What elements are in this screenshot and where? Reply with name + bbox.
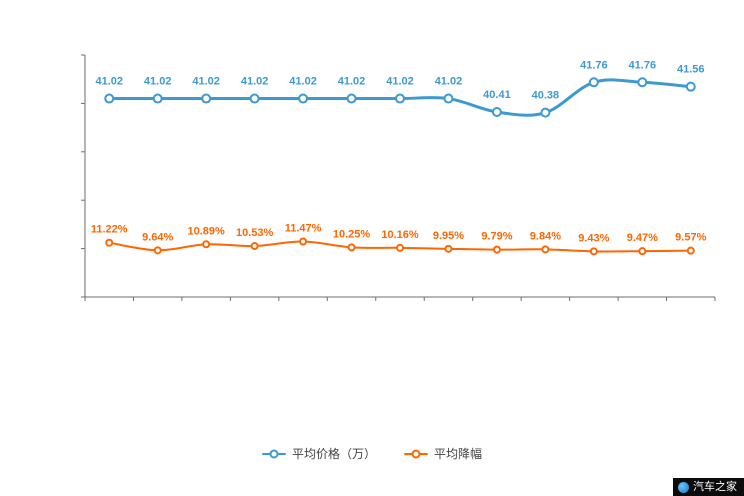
data-point-label: 41.02 bbox=[95, 76, 123, 88]
data-point-label: 10.53% bbox=[236, 227, 274, 239]
legend-item-average-discount[interactable]: 平均降幅 bbox=[404, 447, 482, 461]
legend-label-average-discount: 平均降幅 bbox=[434, 447, 483, 461]
data-point-label: 11.47% bbox=[285, 222, 322, 234]
data-point-label: 9.84% bbox=[530, 230, 561, 242]
data-point-label: 9.57% bbox=[675, 232, 706, 244]
data-point-label: 41.56 bbox=[677, 64, 705, 76]
legend-dot-icon bbox=[269, 449, 279, 459]
data-point-label: 41.02 bbox=[338, 76, 366, 88]
data-point-marker[interactable] bbox=[250, 242, 259, 251]
data-point-marker[interactable] bbox=[492, 245, 501, 254]
legend-label-average-price: 平均价格（万） bbox=[291, 447, 376, 461]
data-point-marker[interactable] bbox=[588, 77, 599, 88]
data-point-label: 9.95% bbox=[433, 230, 464, 242]
data-point-marker[interactable] bbox=[491, 106, 502, 117]
data-point-label: 41.02 bbox=[144, 76, 172, 88]
data-point-marker[interactable] bbox=[105, 238, 114, 247]
data-point-marker[interactable] bbox=[589, 247, 598, 256]
data-point-label: 11.22% bbox=[91, 224, 128, 236]
data-point-label: 9.43% bbox=[578, 232, 609, 244]
watermark: 汽车之家 bbox=[673, 478, 744, 496]
data-point-marker[interactable] bbox=[299, 237, 308, 246]
data-point-marker[interactable] bbox=[104, 93, 115, 104]
data-point-label: 10.25% bbox=[333, 228, 371, 240]
data-point-marker[interactable] bbox=[637, 77, 648, 88]
data-point-label: 41.02 bbox=[386, 76, 414, 88]
chart-legend: 平均价格（万） 平均降幅 bbox=[0, 447, 744, 461]
data-point-marker[interactable] bbox=[396, 243, 404, 252]
data-point-marker[interactable] bbox=[541, 245, 550, 254]
data-point-marker[interactable] bbox=[540, 107, 551, 118]
data-point-marker[interactable] bbox=[443, 93, 454, 104]
data-point-marker[interactable] bbox=[395, 93, 405, 104]
data-point-label: 41.76 bbox=[580, 59, 608, 71]
data-point-label: 9.64% bbox=[142, 231, 173, 243]
data-point-marker[interactable] bbox=[201, 93, 212, 104]
data-point-label: 40.38 bbox=[532, 90, 560, 102]
autohome-logo-icon bbox=[678, 481, 689, 493]
data-point-marker[interactable] bbox=[153, 246, 162, 255]
data-point-marker[interactable] bbox=[202, 240, 211, 249]
data-point-label: 9.47% bbox=[627, 232, 658, 244]
watermark-text: 汽车之家 bbox=[693, 481, 737, 493]
data-point-marker[interactable] bbox=[347, 243, 356, 252]
data-point-label: 10.89% bbox=[187, 225, 225, 237]
line-marker-icon bbox=[404, 449, 428, 459]
data-point-marker[interactable] bbox=[686, 246, 695, 255]
data-point-label: 41.76 bbox=[629, 59, 657, 71]
data-point-marker[interactable] bbox=[444, 244, 453, 253]
data-point-marker[interactable] bbox=[152, 93, 163, 104]
data-point-label: 41.02 bbox=[192, 76, 220, 88]
data-point-marker[interactable] bbox=[298, 93, 309, 104]
legend-item-average-price[interactable]: 平均价格（万） bbox=[261, 447, 376, 461]
data-point-label: 41.02 bbox=[241, 76, 269, 88]
data-point-marker[interactable] bbox=[685, 81, 696, 92]
line-marker-icon bbox=[261, 449, 286, 459]
data-point-label: 9.79% bbox=[481, 231, 512, 243]
data-point-label: 41.02 bbox=[289, 76, 317, 88]
legend-dot-icon bbox=[411, 449, 421, 459]
data-point-marker[interactable] bbox=[249, 93, 260, 104]
data-point-label: 41.02 bbox=[435, 76, 463, 88]
data-point-marker[interactable] bbox=[638, 247, 647, 256]
data-point-label: 10.16% bbox=[381, 229, 419, 241]
data-point-label: 40.41 bbox=[483, 89, 511, 101]
data-point-marker[interactable] bbox=[346, 93, 357, 104]
